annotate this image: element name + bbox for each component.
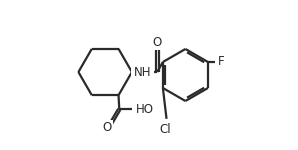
Text: O: O [103, 121, 112, 134]
Text: NH: NH [134, 66, 151, 79]
Text: F: F [218, 56, 225, 69]
Text: O: O [153, 36, 162, 49]
Text: Cl: Cl [159, 123, 171, 136]
Text: HO: HO [136, 103, 154, 116]
